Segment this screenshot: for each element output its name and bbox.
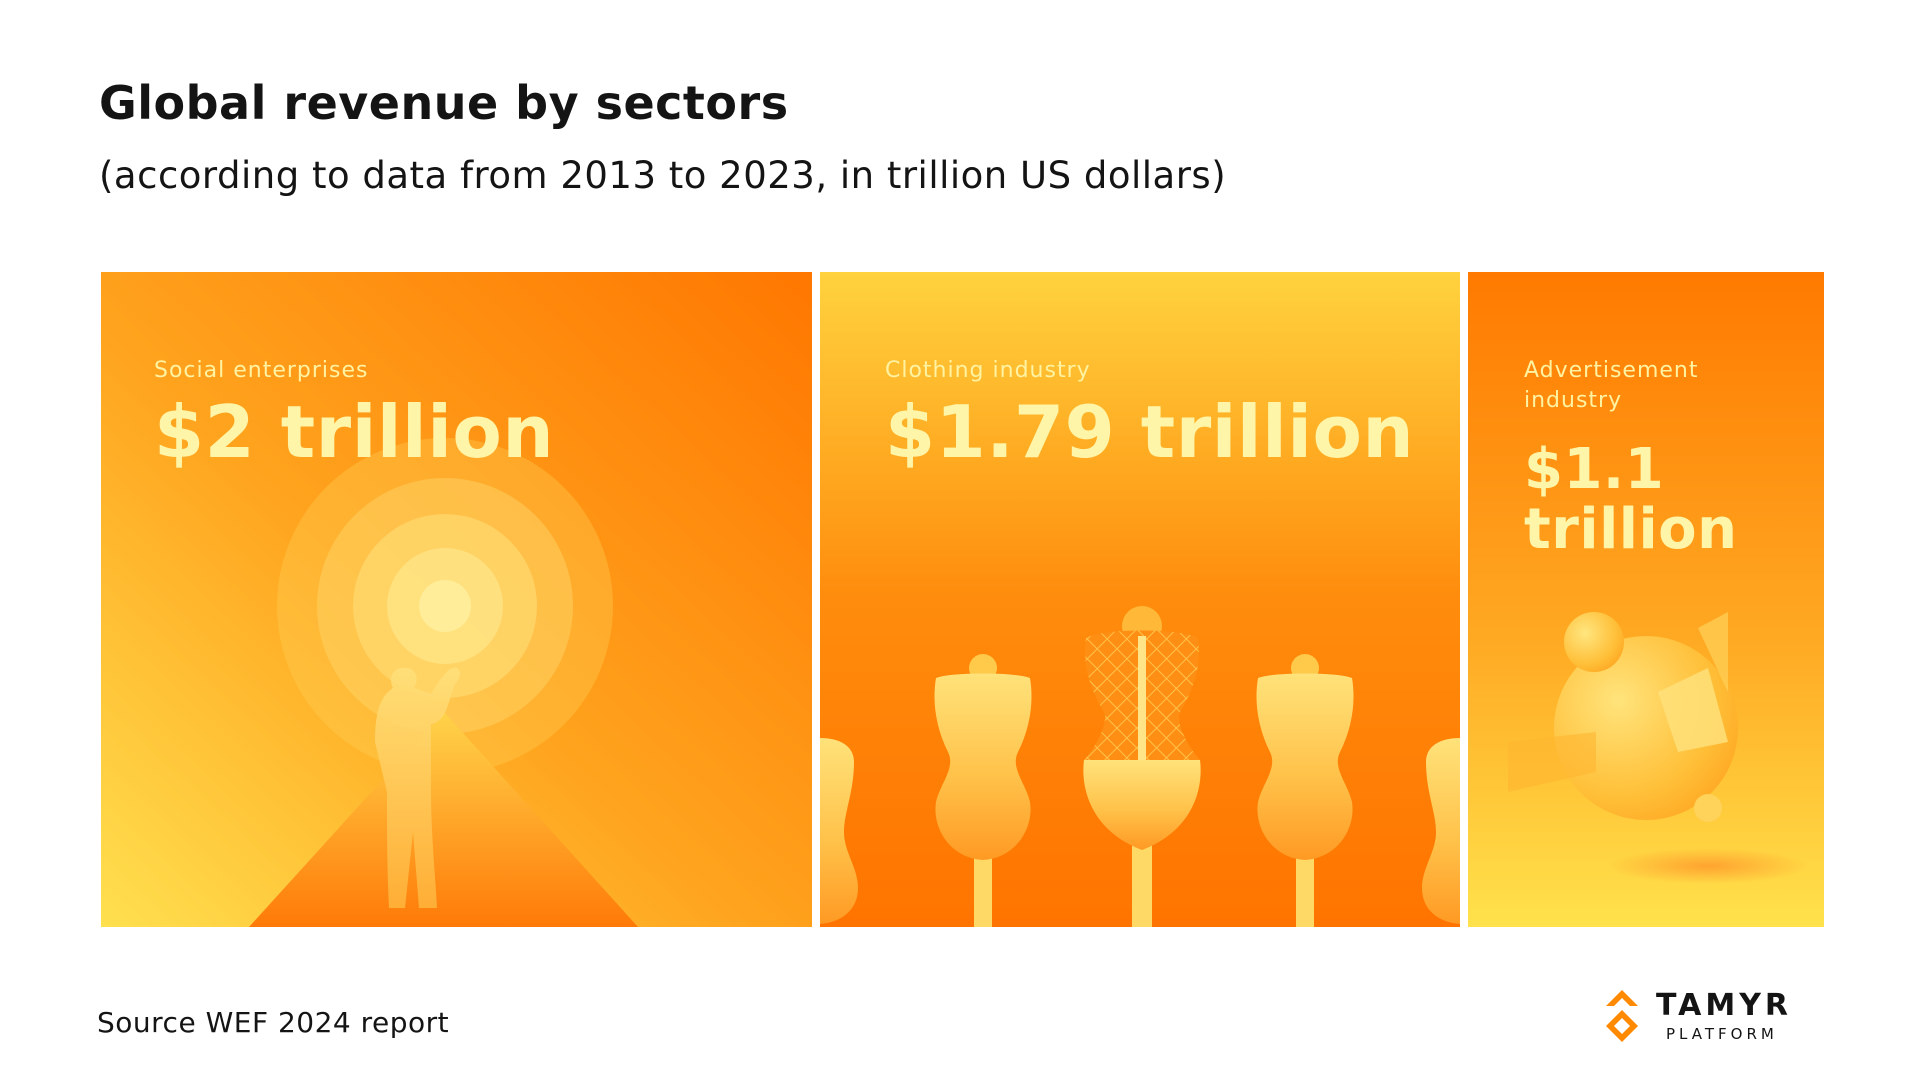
source-note: Source WEF 2024 report — [97, 1006, 450, 1039]
person-sun-illustration — [101, 272, 812, 927]
tamyr-logo: TAMYR PLATFORM — [1600, 988, 1830, 1046]
bar-label: Clothing industry — [885, 358, 1091, 383]
page-subtitle: (according to data from 2013 to 2023, in… — [99, 154, 1227, 197]
logo-wordmark: TAMYR — [1656, 988, 1793, 1023]
logo-subtitle: PLATFORM — [1666, 1025, 1778, 1043]
abstract-shapes-illustration — [1468, 272, 1824, 927]
bar-value-line2: trillion — [1524, 497, 1738, 562]
mannequins-illustration — [820, 272, 1460, 927]
bar-clothing-industry: Clothing industry $1.79 trillion — [820, 272, 1460, 927]
bar-value-label: $2 trillion — [154, 390, 555, 474]
bar-value-label: $1.1 trillion — [1524, 440, 1738, 560]
tamyr-logo-icon — [1606, 990, 1638, 1042]
page-title: Global revenue by sectors — [99, 76, 789, 130]
bar-value-label: $1.79 trillion — [885, 390, 1415, 474]
bar-label-line1: Advertisement — [1524, 358, 1699, 383]
bar-label: Advertisement industry — [1524, 356, 1699, 416]
bar-label-line2: industry — [1524, 388, 1623, 413]
bar-advertisement-industry: Advertisement industry $1.1 trillion — [1468, 272, 1824, 927]
bar-value-line1: $1.1 — [1524, 437, 1665, 502]
bar-social-enterprises: Social enterprises $2 trillion — [101, 272, 812, 927]
bar-label: Social enterprises — [154, 358, 369, 383]
